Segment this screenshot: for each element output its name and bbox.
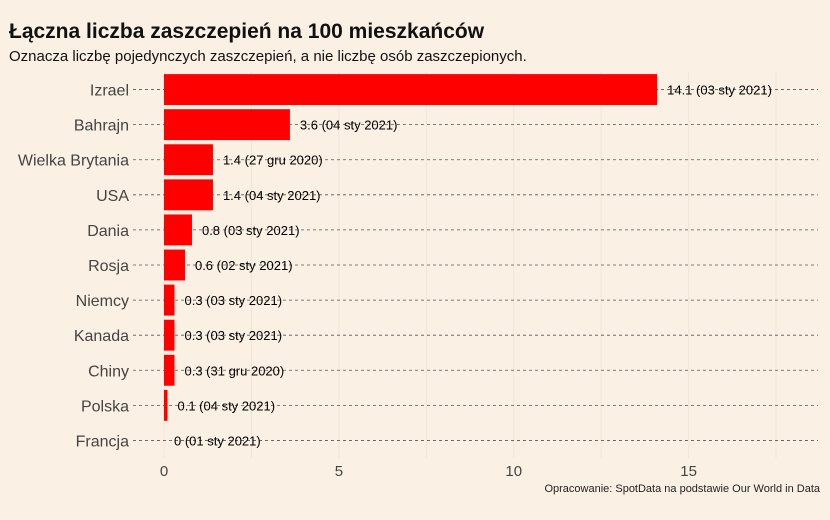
- data-label: 0.3 (03 sty 2021): [184, 293, 282, 308]
- data-label: 0 (01 sty 2021): [174, 433, 261, 448]
- data-label: 3.6 (04 sty 2021): [300, 118, 398, 133]
- data-label: 0.3 (31 gru 2020): [184, 363, 284, 378]
- data-label: 14.1 (03 sty 2021): [667, 83, 772, 98]
- category-label: Dania: [87, 223, 129, 240]
- bar: [164, 249, 185, 281]
- bar: [164, 214, 192, 246]
- data-label: 0.1 (04 sty 2021): [177, 398, 275, 413]
- category-label: USA: [96, 188, 129, 205]
- x-tick-label: 5: [335, 463, 343, 480]
- x-tick-label: 10: [505, 463, 522, 480]
- category-label: Izrael: [90, 83, 129, 100]
- category-label: Bahrajn: [74, 118, 129, 135]
- bar: [164, 354, 175, 386]
- data-label: 0.3 (03 sty 2021): [184, 328, 282, 343]
- bar: [164, 109, 290, 141]
- source-note: Opracowanie: SpotData na podstawie Our W…: [544, 483, 820, 495]
- category-label: Kanada: [74, 328, 129, 345]
- data-label: 1.4 (04 sty 2021): [223, 188, 321, 203]
- data-label: 0.6 (02 sty 2021): [195, 258, 293, 273]
- bar: [164, 319, 175, 351]
- category-label: Chiny: [88, 363, 129, 380]
- category-label: Niemcy: [76, 293, 129, 310]
- bar: [164, 144, 213, 176]
- bar: [164, 284, 175, 316]
- data-label: 0.8 (03 sty 2021): [202, 223, 300, 238]
- category-label: Rosja: [88, 258, 129, 275]
- data-label: 1.4 (27 gru 2020): [223, 153, 323, 168]
- category-label: Francja: [76, 433, 129, 450]
- bar: [164, 74, 658, 105]
- bar: [164, 389, 168, 421]
- chart-subtitle: Oznacza liczbę pojedynczych zaszczepień,…: [9, 48, 527, 65]
- category-label: Wielka Brytania: [18, 153, 129, 170]
- bar: [164, 179, 213, 211]
- x-tick-label: 15: [680, 463, 697, 480]
- category-label: Polska: [81, 398, 129, 415]
- x-tick-label: 0: [160, 463, 168, 480]
- chart-title: Łączna liczba zaszczepień na 100 mieszka…: [9, 20, 485, 43]
